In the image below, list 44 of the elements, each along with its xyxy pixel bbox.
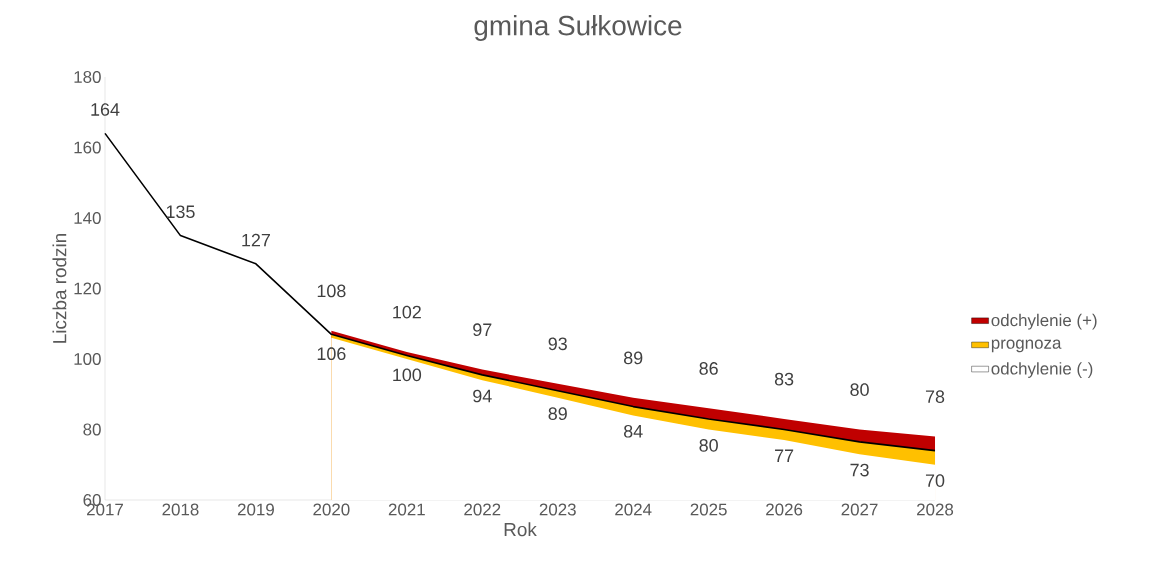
y-tick-label: 160 bbox=[74, 141, 101, 154]
y-tick-label: 100 bbox=[74, 353, 101, 365]
x-tick-label: 2022 bbox=[464, 503, 501, 516]
text: odchylenie (-) bbox=[991, 362, 1093, 378]
y-axis-title: Liczba rodzin bbox=[52, 234, 67, 343]
data-label: 93 bbox=[548, 337, 567, 351]
x-tick-label: 2024 bbox=[615, 503, 652, 516]
x-tick-label: 2020 bbox=[313, 503, 350, 516]
x-tick-label: 2025 bbox=[690, 503, 727, 516]
x-tick-label: 2026 bbox=[766, 503, 803, 516]
x-tick-label: 2018 bbox=[162, 503, 199, 516]
data-label: 89 bbox=[624, 351, 643, 365]
x-tick-label: 2028 bbox=[917, 503, 954, 516]
data-label: 80 bbox=[699, 439, 718, 452]
data-label: 84 bbox=[624, 424, 643, 438]
data-label: 127 bbox=[242, 233, 270, 247]
data-label: 77 bbox=[775, 449, 794, 462]
data-label: 94 bbox=[473, 389, 492, 403]
data-label: 164 bbox=[91, 103, 120, 116]
data-label: 106 bbox=[317, 347, 346, 361]
data-label: 135 bbox=[166, 205, 195, 219]
data-label: 80 bbox=[850, 383, 869, 396]
data-label: 108 bbox=[317, 284, 346, 298]
y-tick-label: 80 bbox=[83, 423, 101, 436]
x-tick-label: 2027 bbox=[841, 503, 878, 516]
y-tick-label: 120 bbox=[74, 282, 101, 295]
data-label: 97 bbox=[473, 323, 492, 337]
data-label: 83 bbox=[774, 372, 794, 386]
x-tick-label: 2023 bbox=[539, 503, 576, 516]
data-label: 70 bbox=[925, 474, 945, 487]
x-tick-label: 2021 bbox=[388, 503, 425, 516]
x-axis-title: Rok bbox=[504, 522, 537, 537]
data-label: 100 bbox=[393, 368, 422, 382]
legend-label: prognoza bbox=[991, 339, 1062, 353]
data-label: 73 bbox=[850, 463, 869, 477]
data-label: 78 bbox=[925, 390, 945, 404]
data-label: 89 bbox=[548, 407, 567, 420]
data-label: 102 bbox=[393, 305, 421, 319]
chart-title: gmina Sułkowice bbox=[474, 15, 682, 41]
data-label: 86 bbox=[699, 362, 718, 375]
legend-label: odchylenie (+) bbox=[991, 313, 1097, 330]
y-tick-label: 140 bbox=[74, 212, 101, 224]
y-tick-label: 180 bbox=[74, 71, 101, 83]
x-tick-label: 2019 bbox=[237, 503, 274, 516]
